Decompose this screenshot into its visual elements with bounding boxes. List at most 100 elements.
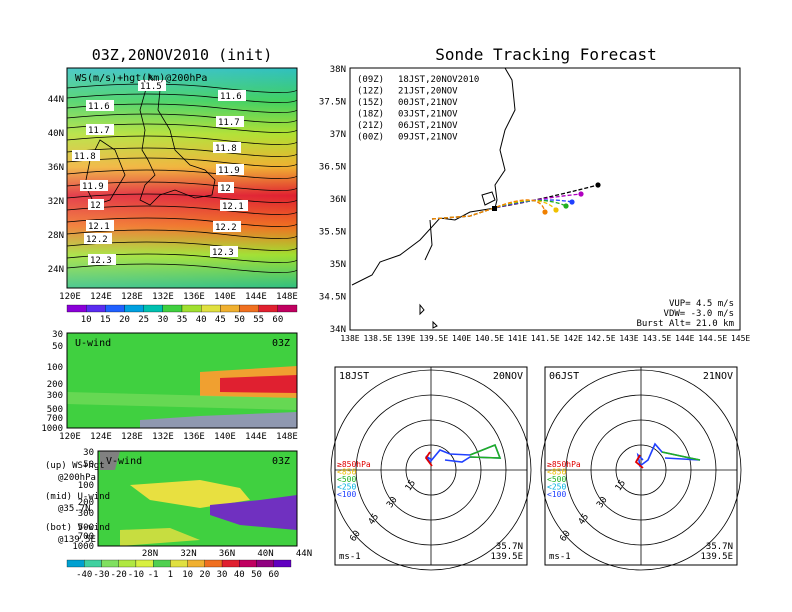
colorbar-swatch	[239, 304, 259, 313]
legend-up: (up) WS+hgt	[45, 461, 105, 471]
lat-label: 36N	[219, 549, 235, 559]
colorbar-swatch	[105, 304, 125, 313]
colorbar-swatch	[118, 559, 137, 568]
burst-point	[553, 207, 559, 213]
contour-label-bg	[138, 80, 166, 91]
colorbar-swatch	[221, 559, 240, 568]
colorbar-swatch	[124, 304, 144, 313]
colorbar-label: 50	[251, 570, 262, 580]
contour-label-bg	[218, 90, 246, 101]
time-bg	[547, 369, 583, 381]
colorbar-swatch	[220, 304, 240, 313]
contour-label: 11.8	[215, 144, 237, 154]
contour-line	[66, 135, 298, 145]
contour-label-bg	[213, 221, 241, 232]
legend-up-sub: @200hPa	[58, 473, 96, 483]
contour-line	[66, 83, 298, 93]
lon-label: 141.5E	[531, 334, 560, 343]
hodo-trace-low	[424, 451, 433, 467]
hgt-contours: 11.5 11.6 11.6 11.7 11.7 11.8 11.8 11.9 11.9 12 12…	[66, 80, 298, 273]
pressure-label: 200	[78, 498, 94, 508]
colorbar-label: 20	[119, 315, 130, 325]
pressure-label: 1000	[41, 424, 63, 434]
date-bg	[479, 369, 525, 381]
colorbar-label: 60	[272, 315, 283, 325]
colorbar-label: 55	[253, 315, 264, 325]
legend-utc: (09Z)	[357, 75, 384, 85]
hodo-trace-mid	[661, 451, 701, 461]
colorbar-swatch	[256, 559, 274, 568]
date-bg	[689, 369, 735, 381]
colorbar-label: -10	[128, 570, 144, 580]
lon-label: 136E	[183, 432, 205, 442]
lon-label: 143E	[619, 334, 638, 343]
lon-label: 139.5E	[419, 334, 448, 343]
lat-label: 44N	[48, 95, 64, 105]
hodo-units: ms-1	[549, 552, 571, 562]
lon-label: 144.5E	[698, 334, 727, 343]
ws-map: 11.5 11.6 11.6 11.7 11.7 11.8 11.8 11.9 11.9 12 12…	[48, 67, 298, 325]
pressure-label: 500	[47, 405, 63, 415]
lon-label: 138.5E	[363, 334, 392, 343]
pressure-label: 1000	[72, 542, 94, 552]
contour-label: 11.6	[88, 102, 110, 112]
contour-line	[66, 93, 298, 103]
legend-jst: 09JST,21NOV	[398, 133, 458, 143]
pressure-label: 300	[78, 509, 94, 519]
colorbar-label: -20	[111, 570, 127, 580]
colorbar-swatch	[66, 559, 85, 568]
lon-label: 142.5E	[587, 334, 616, 343]
vwind-title: V-wind	[106, 456, 142, 467]
lon-label: 144E	[675, 334, 694, 343]
level-label: <100	[337, 490, 356, 499]
hodo-lon: 139.5E	[700, 552, 733, 562]
param-vup: VUP= 4.5 m/s	[669, 299, 734, 309]
lon-label: 128E	[121, 432, 143, 442]
param-burst: Burst Alt= 21.0 km	[636, 319, 734, 329]
lat-label: 37N	[330, 130, 346, 140]
colorbar-swatch	[153, 559, 171, 568]
colorbar-label: 20	[199, 570, 210, 580]
pressure-label: 50	[83, 460, 94, 470]
contour-label: 11.5	[140, 82, 162, 92]
lon-label: 124E	[90, 432, 112, 442]
lat-label: 36N	[330, 195, 346, 205]
lon-label: 128E	[121, 292, 143, 302]
colorbar-label: 35	[177, 315, 188, 325]
legend-jst: 21JST,20NOV	[398, 87, 458, 97]
lat-label: 38N	[330, 65, 346, 75]
burst-point	[595, 182, 601, 188]
colorbar-label: 40	[196, 315, 207, 325]
contour-label: 11.9	[218, 166, 240, 176]
lon-label: 138E	[340, 334, 359, 343]
colorbar-label: -30	[93, 570, 109, 580]
legend-bot-sub: @139.5E	[58, 535, 96, 545]
param-vdw: VDW= -3.0 m/s	[664, 309, 734, 319]
lon-label: 132E	[152, 292, 174, 302]
contour-label: 12.3	[212, 248, 234, 258]
vwind-lat-labels: 28N 32N 36N 40N 44N	[142, 549, 312, 559]
legend-jst: 00JST,21NOV	[398, 98, 458, 108]
legend-utc: (18Z)	[357, 110, 384, 120]
pressure-label: 200	[47, 380, 63, 390]
pressure-label: 100	[47, 363, 63, 373]
colorbar-swatch	[86, 304, 106, 313]
pressure-label: 700	[47, 414, 63, 424]
sonde-tracks	[431, 182, 601, 220]
hodo-time: 18JST	[339, 371, 369, 382]
ws-colorbar: 10 15 20 25 30 35 40 45 50 55 60	[66, 304, 298, 325]
ws-map-caption: WS(m/s)+hgt(km)@200hPa	[75, 73, 207, 84]
hodo-lat: 35.7N	[706, 542, 733, 552]
lon-label: 140E	[214, 432, 236, 442]
level-label: ≥850hPa	[547, 460, 581, 469]
pressure-label: 30	[83, 448, 94, 458]
contour-label-bg	[86, 220, 114, 231]
ws-map-lat-labels: 44N 40N 36N 32N 28N 24N	[48, 95, 64, 275]
vwind-time: 03Z	[272, 456, 290, 467]
colorbar-swatch	[201, 304, 221, 313]
colorbar-label: 25	[138, 315, 149, 325]
contour-label-bg	[84, 233, 112, 244]
